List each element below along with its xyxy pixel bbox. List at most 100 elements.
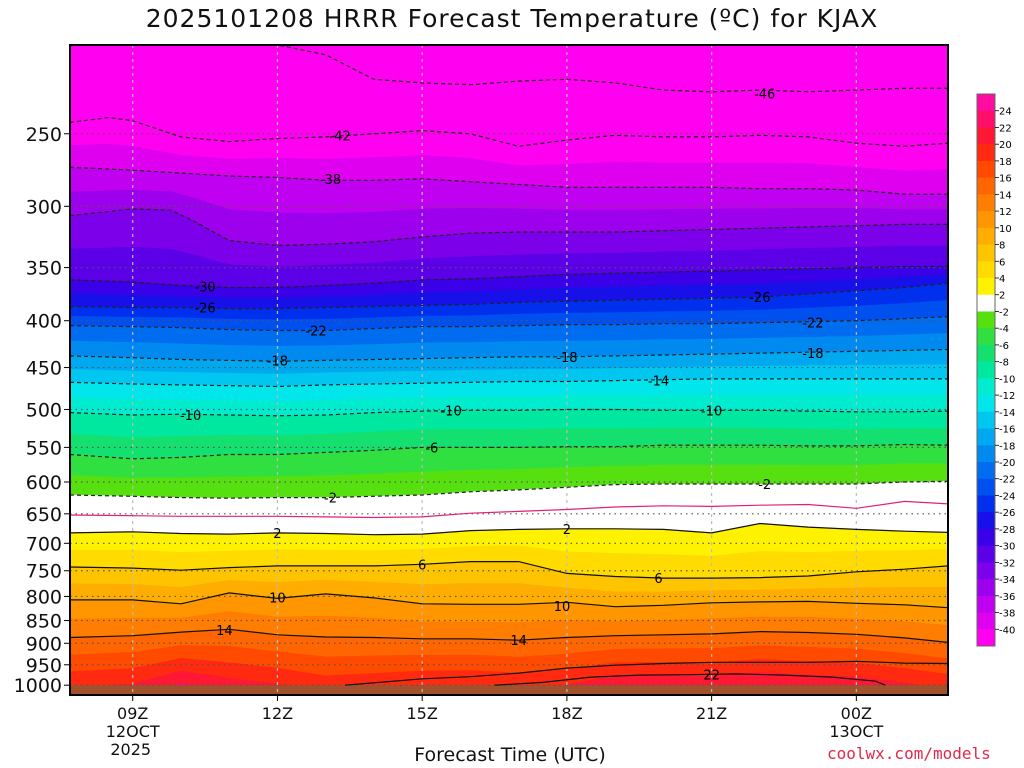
colorbar-swatch bbox=[977, 311, 995, 329]
y-tick-label: 1000 bbox=[14, 675, 62, 697]
y-tick-label: 300 bbox=[26, 196, 62, 218]
x-axis-title: Forecast Time (UTC) bbox=[0, 744, 1024, 766]
colorbar-swatch bbox=[977, 562, 995, 580]
y-tick-label: 850 bbox=[26, 611, 62, 633]
contour-lines: -46-42-38-30-26-26-22-22-18 -18 -18-14-10-… bbox=[70, 45, 948, 686]
colorbar-swatch bbox=[977, 395, 995, 413]
colorbar-label: 14 bbox=[999, 190, 1012, 201]
colorbar-swatch bbox=[977, 361, 995, 379]
x-tick-label: 2025 bbox=[110, 740, 151, 759]
contour-label: -22 bbox=[802, 317, 823, 332]
colorbar-swatch bbox=[977, 244, 995, 262]
contour-line bbox=[70, 316, 948, 332]
colorbar-swatch bbox=[977, 278, 995, 296]
contour-line bbox=[70, 628, 948, 643]
colorbar-swatch bbox=[977, 462, 995, 480]
y-tick-label: 400 bbox=[26, 311, 62, 333]
colorbar-frame bbox=[976, 93, 996, 647]
colorbar: 24 22 20 18 16 14 12 10 8 6 4 2 -2 -4 -6 -8 -10 -12 -14 -16… bbox=[976, 93, 1015, 647]
contour-label: -18 bbox=[267, 354, 288, 369]
plot-area: -46-42-38-30-26-26-22-22-18 -18 -18-14-10-… bbox=[70, 45, 948, 695]
colorbar-label: 4 bbox=[999, 274, 1005, 285]
colorbar-swatch bbox=[977, 579, 995, 597]
colorbar-swatch bbox=[977, 528, 995, 547]
colorbar-swatch bbox=[977, 344, 995, 363]
contour-line bbox=[70, 348, 948, 362]
colorbar-label: -20 bbox=[999, 458, 1015, 469]
y-axis: 2503003504004505005506006507007508008509… bbox=[14, 124, 62, 697]
colorbar-label: 6 bbox=[999, 257, 1005, 268]
colorbar-label: -40 bbox=[999, 625, 1015, 636]
colorbar-label: 20 bbox=[999, 140, 1012, 151]
contour-line bbox=[70, 282, 948, 310]
plot-frame bbox=[69, 44, 949, 696]
colorbar-swatch bbox=[977, 612, 995, 630]
contour-label: -2 bbox=[324, 492, 337, 507]
colorbar-label: 18 bbox=[999, 157, 1012, 168]
watermark-link[interactable]: coolwx.com/models bbox=[827, 744, 991, 763]
temperature-band bbox=[180, 694, 183, 695]
colorbar-label: 10 bbox=[999, 224, 1012, 235]
colorbar-swatch bbox=[977, 94, 995, 112]
colorbar-swatch bbox=[977, 378, 995, 396]
contour-line bbox=[70, 561, 948, 579]
colorbar-swatch bbox=[977, 144, 995, 162]
y-tick-label: 700 bbox=[26, 533, 62, 555]
contour-label: 14 bbox=[216, 624, 233, 639]
colorbar-swatch bbox=[977, 211, 995, 229]
colorbar-label: 22 bbox=[999, 123, 1012, 134]
contour-label: -10 bbox=[440, 404, 461, 419]
contour-label: 2 bbox=[563, 523, 571, 538]
temperature-bands bbox=[70, 45, 948, 695]
contour-label: -30 bbox=[194, 280, 215, 295]
contour-label: 14 bbox=[510, 634, 527, 649]
colorbar-label: -8 bbox=[999, 358, 1009, 369]
x-tick-label: 00Z bbox=[841, 704, 872, 723]
contour-line bbox=[70, 208, 948, 247]
colorbar-label: -2 bbox=[999, 307, 1009, 318]
colorbar-label: -32 bbox=[999, 558, 1015, 569]
contour-label: -46 bbox=[754, 88, 775, 103]
contour-line bbox=[70, 522, 948, 536]
colorbar-swatch bbox=[977, 227, 995, 246]
colorbar-label: 16 bbox=[999, 174, 1012, 185]
colorbar-label: -24 bbox=[999, 491, 1015, 502]
colorbar-label: -14 bbox=[999, 408, 1015, 419]
contour-label: -22 bbox=[305, 325, 326, 340]
colorbar-swatch bbox=[977, 127, 995, 145]
y-tick-label: 900 bbox=[26, 633, 62, 655]
colorbar-swatch bbox=[977, 428, 995, 446]
colorbar-label: -4 bbox=[999, 324, 1009, 335]
contour-line bbox=[70, 166, 948, 195]
contour-line bbox=[70, 408, 948, 417]
colorbar-label: -16 bbox=[999, 425, 1015, 436]
contour-line bbox=[70, 378, 948, 388]
x-tick-label: 21Z bbox=[696, 704, 727, 723]
colorbar-label: -6 bbox=[999, 341, 1009, 352]
contour-line bbox=[70, 592, 948, 609]
colorbar-swatch bbox=[977, 445, 995, 463]
colorbar-swatch bbox=[977, 328, 995, 346]
colorbar-swatch bbox=[977, 629, 995, 647]
x-tick-label: 09Z bbox=[117, 704, 148, 723]
x-tick-label: 12Z bbox=[262, 704, 293, 723]
contour-label: -14 bbox=[648, 375, 669, 390]
ground-surface bbox=[70, 685, 948, 695]
colorbar-swatch bbox=[977, 512, 995, 530]
colorbar-swatch bbox=[977, 194, 995, 212]
contour-label: -42 bbox=[330, 129, 351, 144]
y-tick-label: 550 bbox=[26, 437, 62, 459]
contour-label: 10 bbox=[554, 600, 571, 615]
contour-label: 6 bbox=[418, 558, 426, 573]
colorbar-label: -12 bbox=[999, 391, 1015, 402]
x-tick-label: 15Z bbox=[407, 704, 438, 723]
y-tick-label: 800 bbox=[26, 586, 62, 608]
colorbar-swatch bbox=[977, 261, 995, 279]
y-tick-label: 750 bbox=[26, 561, 62, 583]
colorbar-swatch bbox=[977, 595, 995, 614]
y-tick-label: 250 bbox=[26, 124, 62, 146]
chart-title: 2025101208 HRRR Forecast Temperature (ºC… bbox=[145, 4, 879, 33]
